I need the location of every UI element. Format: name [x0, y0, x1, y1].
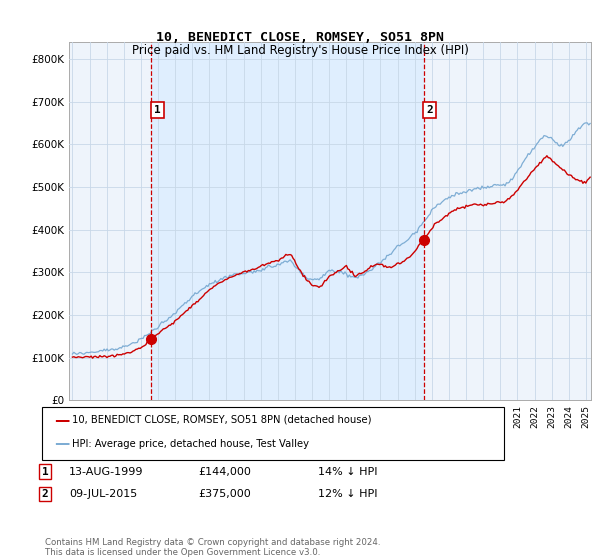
- Text: 2: 2: [41, 489, 49, 499]
- Text: 10, BENEDICT CLOSE, ROMSEY, SO51 8PN: 10, BENEDICT CLOSE, ROMSEY, SO51 8PN: [156, 31, 444, 44]
- Text: Price paid vs. HM Land Registry's House Price Index (HPI): Price paid vs. HM Land Registry's House …: [131, 44, 469, 57]
- Text: 1: 1: [41, 466, 49, 477]
- Text: 09-JUL-2015: 09-JUL-2015: [69, 489, 137, 499]
- Text: —: —: [54, 436, 70, 451]
- Text: 12% ↓ HPI: 12% ↓ HPI: [318, 489, 377, 499]
- Text: 10, BENEDICT CLOSE, ROMSEY, SO51 8PN (detached house): 10, BENEDICT CLOSE, ROMSEY, SO51 8PN (de…: [72, 415, 371, 425]
- Text: 2: 2: [426, 105, 433, 115]
- Text: 13-AUG-1999: 13-AUG-1999: [69, 466, 143, 477]
- Bar: [151, 42, 424, 400]
- Text: Contains HM Land Registry data © Crown copyright and database right 2024.
This d: Contains HM Land Registry data © Crown c…: [45, 538, 380, 557]
- Text: HPI: Average price, detached house, Test Valley: HPI: Average price, detached house, Test…: [72, 438, 309, 449]
- Text: £144,000: £144,000: [198, 466, 251, 477]
- Text: 14% ↓ HPI: 14% ↓ HPI: [318, 466, 377, 477]
- Text: £375,000: £375,000: [198, 489, 251, 499]
- Text: 1: 1: [154, 105, 161, 115]
- Text: —: —: [54, 413, 70, 427]
